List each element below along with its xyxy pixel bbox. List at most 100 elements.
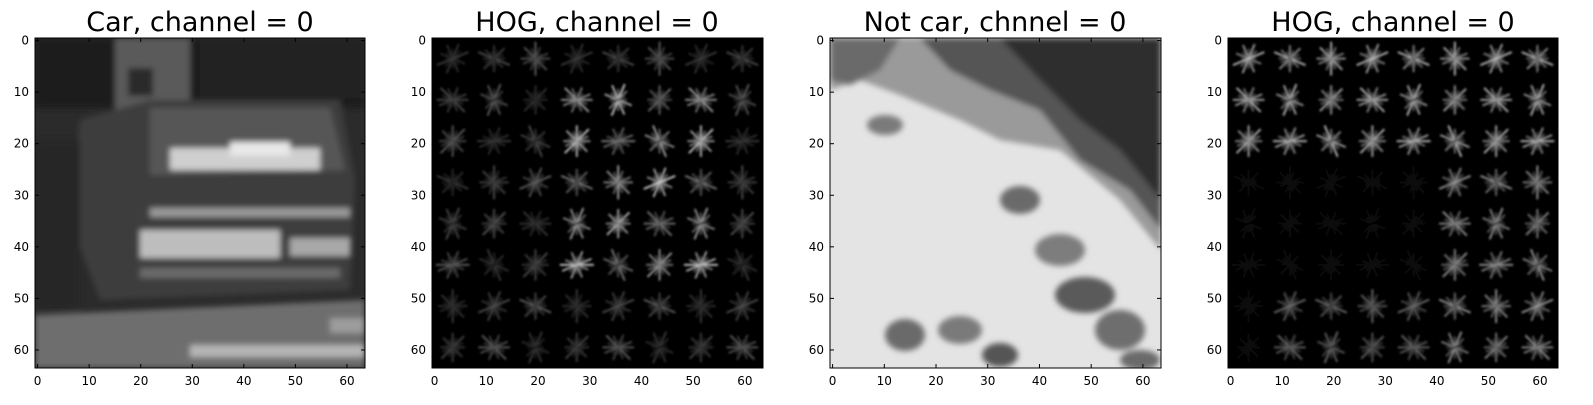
y-axis: 0 10 20 30 40 50 60 [809, 34, 1161, 357]
hog-cell [725, 127, 760, 155]
hog-cell [1398, 165, 1429, 200]
hog-cell [1521, 44, 1554, 73]
hog-cell [645, 331, 674, 364]
hog-cell [1482, 207, 1510, 240]
hog-cell [1359, 332, 1385, 363]
hog-cell [478, 44, 511, 73]
hog-cell [1438, 210, 1471, 237]
car-photo [35, 38, 365, 368]
hog-cell [728, 83, 757, 116]
hog-cell [603, 248, 634, 281]
hog-cell [1356, 168, 1389, 197]
y-tick-label: 20 [14, 137, 29, 151]
hog-cell [605, 208, 631, 239]
y-tick-label: 50 [809, 291, 824, 305]
hog-cell [560, 43, 593, 74]
panel-title: Not car, chnnel = 0 [864, 7, 1127, 38]
hog-cell [645, 248, 674, 281]
x-tick-label: 0 [431, 374, 439, 388]
hog-image-notcar [1228, 38, 1558, 368]
hog-cell [440, 332, 466, 363]
hog-cell [478, 291, 511, 322]
y-tick-label: 0 [816, 34, 824, 48]
hog-cell [1355, 251, 1390, 279]
x-axis: 0 10 20 30 40 50 60 [1227, 38, 1548, 388]
hog-cell [1358, 207, 1387, 240]
hog-cell [1273, 44, 1306, 73]
hog-cell [481, 208, 507, 239]
x-tick-label: 50 [686, 374, 701, 388]
hog-cell [1318, 85, 1344, 115]
hog-cell [563, 125, 591, 158]
hog-cell [688, 332, 714, 363]
hog-cell [1317, 331, 1345, 364]
panel-title: HOG, channel = 0 [1271, 7, 1514, 38]
x-axis: 0 10 20 30 40 50 60 [431, 38, 753, 388]
hog-cell [480, 83, 508, 116]
x-tick-label: 0 [829, 374, 837, 388]
notcar-photo [830, 38, 1161, 368]
hog-cell [1397, 44, 1430, 73]
y-tick-label: 40 [411, 240, 426, 254]
x-tick-label: 0 [1227, 374, 1235, 388]
y-tick-label: 10 [1207, 85, 1222, 99]
x-tick-label: 40 [236, 374, 251, 388]
hog-cell [1275, 248, 1305, 281]
x-tick-label: 30 [980, 374, 995, 388]
hog-cell [1317, 248, 1345, 281]
x-tick-label: 30 [185, 374, 200, 388]
hog-cell [559, 251, 595, 279]
x-tick-label: 60 [339, 374, 354, 388]
y-tick-label: 50 [1207, 291, 1222, 305]
x-tick-label: 40 [1032, 374, 1047, 388]
y-tick-label: 50 [14, 291, 29, 305]
axes-frame [829, 37, 1162, 369]
hog-cell [1398, 248, 1429, 281]
y-tick-label: 40 [809, 240, 824, 254]
x-tick-label: 30 [1378, 374, 1393, 388]
x-tick-label: 20 [530, 374, 545, 388]
hog-cell [1316, 125, 1346, 158]
hog-cell [1524, 208, 1550, 239]
hog-cell [1272, 127, 1308, 155]
hog-cell [436, 87, 469, 113]
hog-cell [727, 165, 758, 200]
hog-cell [684, 43, 717, 74]
hog-cell [1480, 168, 1513, 197]
hog-cell [479, 248, 509, 281]
hog-cell [1232, 168, 1265, 197]
x-tick-label: 30 [582, 374, 597, 388]
hog-cell [438, 125, 467, 158]
hog-cell [1316, 41, 1346, 76]
y-tick-label: 20 [809, 137, 824, 151]
y-tick-label: 60 [809, 343, 824, 357]
hog-cell [560, 168, 593, 197]
hog-cell [1397, 291, 1430, 321]
hog-cell [519, 167, 552, 198]
hog-cell [1482, 125, 1510, 158]
x-tick-label: 50 [1481, 374, 1496, 388]
hog-cell [726, 334, 759, 361]
hog-cell [438, 207, 467, 240]
y-tick-label: 60 [1207, 343, 1222, 357]
hog-cell [603, 165, 634, 200]
hog-cell [478, 334, 511, 361]
y-tick-label: 30 [1207, 188, 1222, 202]
hog-cell [521, 331, 550, 364]
hog-cell [1232, 43, 1265, 74]
hog-cell [726, 291, 759, 322]
hog-cell [1358, 125, 1387, 158]
hog-cell [1236, 332, 1262, 363]
y-axis: 0 10 20 30 40 50 60 [14, 34, 365, 357]
y-tick-label: 30 [14, 188, 29, 202]
hog-cell [646, 84, 673, 115]
x-tick-label: 50 [1084, 374, 1099, 388]
x-tick-label: 50 [288, 374, 303, 388]
hog-cell [476, 127, 512, 155]
hog-cell [1277, 208, 1303, 239]
hog-cell [1481, 288, 1511, 324]
hog-cell [1401, 208, 1427, 239]
hog-cell [602, 291, 635, 322]
hog-cell [562, 207, 591, 240]
x-tick-label: 10 [1275, 374, 1290, 388]
